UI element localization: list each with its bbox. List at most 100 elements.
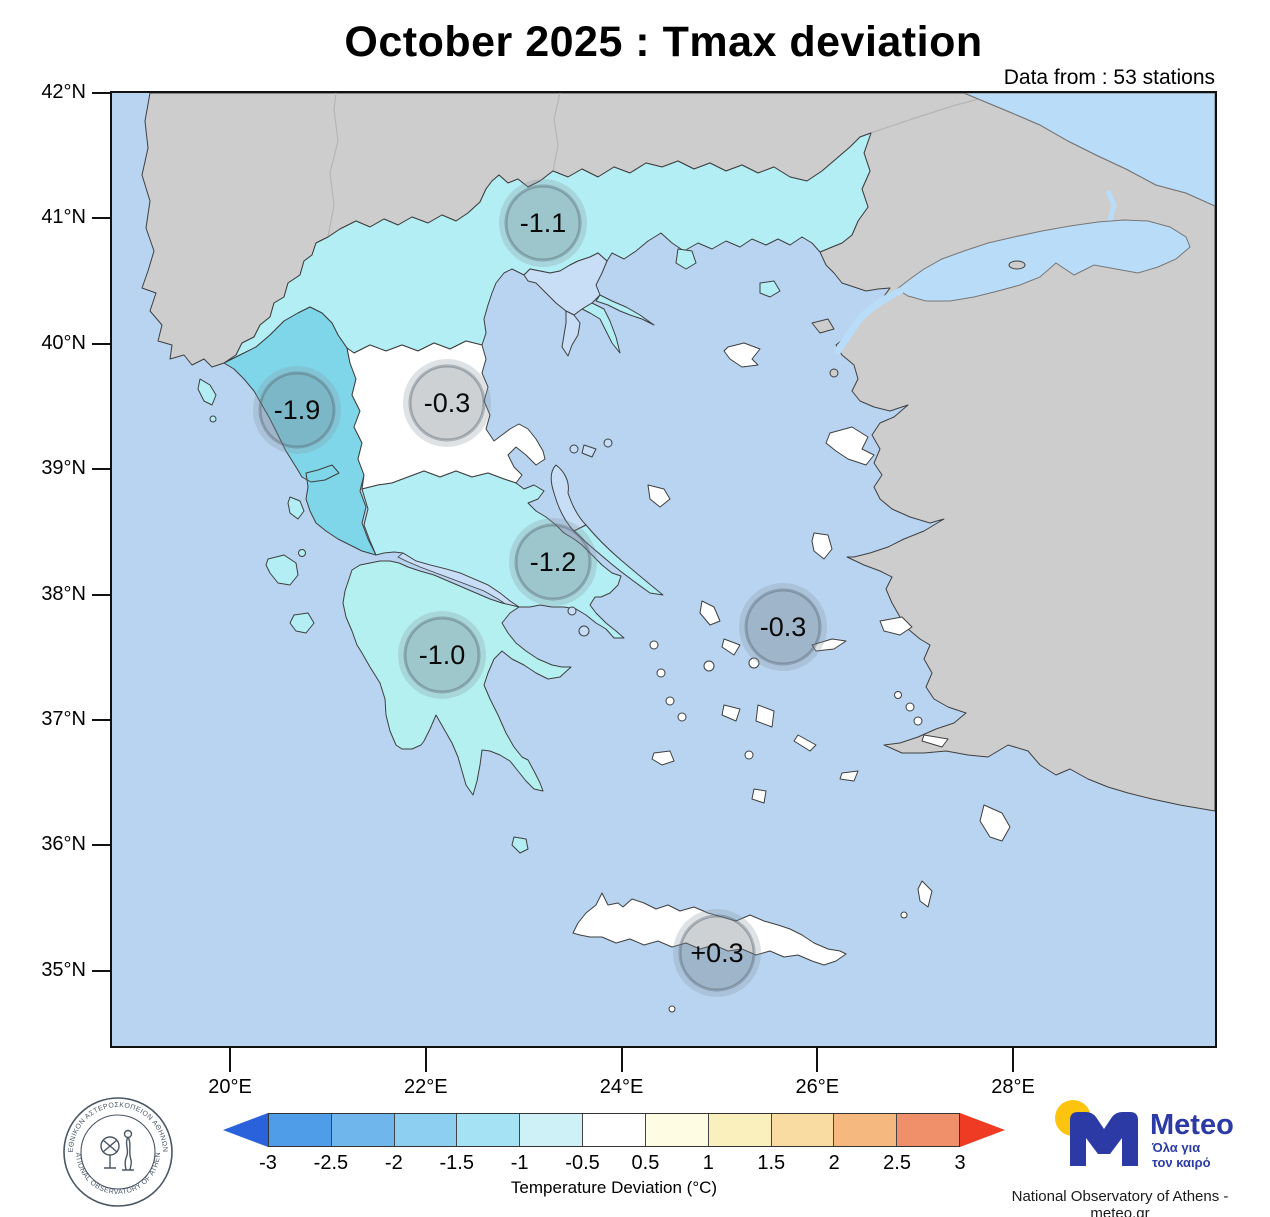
lon-tick-label: 26°E: [795, 1076, 840, 1098]
lat-tick: [92, 217, 112, 220]
meteo-logo: Meteo Όλα για τον καιρό: [1046, 1096, 1236, 1185]
colorbar-tick-label: 3: [954, 1152, 966, 1174]
colorbar-segment: [896, 1114, 959, 1146]
colorbar-body: [268, 1113, 960, 1147]
region-peloponnese: [342, 560, 572, 796]
region-chalkidiki: [523, 252, 608, 316]
lon-tick-label: 24°E: [599, 1076, 644, 1098]
region-epirus: [223, 306, 377, 556]
lat-tick-label: 41°N: [41, 206, 86, 229]
lat-tick: [92, 342, 112, 345]
meteo-tagline-line1: Όλα για: [1151, 1140, 1200, 1155]
colorbar-tick-label: -3: [259, 1152, 277, 1174]
evia-south: [573, 524, 664, 596]
colorbar-tick-label: 0.5: [631, 1152, 660, 1174]
colorbar-segment: [393, 1114, 457, 1146]
colorbar-segment: [456, 1114, 520, 1146]
lat-tick-label: 40°N: [41, 331, 86, 354]
station-circle: [258, 371, 336, 449]
colorbar-segment: [833, 1114, 897, 1146]
station-value-label: -1.1: [520, 208, 567, 238]
greece-map: -1.1 -1.9 -0.3 -1.2 -0.3 -1.0 +0.3: [112, 93, 1215, 1046]
lat-tick-label: 37°N: [41, 708, 86, 730]
white-aegean-islands: [647, 342, 1011, 1013]
north-aegean-islands: [675, 248, 781, 298]
colorbar-right-arrow: [960, 1113, 1005, 1147]
station-value-label: -1.9: [274, 395, 321, 425]
lat-tick: [92, 844, 112, 847]
station-marker: +0.3: [673, 909, 761, 997]
lon-tick-label: 22°E: [403, 1076, 448, 1098]
colorbar-tick-label: -2: [384, 1152, 403, 1174]
colorbar-segment: [330, 1114, 394, 1146]
station-circle: [514, 523, 592, 601]
lon-tick-label: 20°E: [208, 1076, 252, 1098]
station-marker: -1.0: [398, 611, 486, 699]
lon-tick-label: 28°E: [991, 1076, 1035, 1098]
lat-tick: [92, 92, 112, 94]
page-title: October 2025 : Tmax deviation: [344, 18, 983, 66]
colorbar-tick-label: 2: [828, 1152, 840, 1174]
colorbar-tick-label: -2.5: [313, 1152, 349, 1174]
lon-tick: [816, 1046, 819, 1072]
lon-tick: [1012, 1046, 1014, 1072]
lat-tick-label: 36°N: [41, 833, 86, 856]
lat-tick-label: 38°N: [41, 582, 86, 605]
colorbar-axis-title: Temperature Deviation (°C): [510, 1178, 718, 1197]
station-circle: [504, 184, 582, 262]
lat-tick: [92, 468, 112, 471]
map-frame: -1.1 -1.9 -0.3 -1.2 -0.3 -1.0 +0.3: [110, 91, 1217, 1048]
meteo-caption: National Observatory of Athens - meteo.g…: [1011, 1188, 1229, 1217]
colorbar-segment: [269, 1114, 331, 1146]
athos-peninsula: [595, 294, 655, 326]
colorbar-segment: [644, 1114, 708, 1146]
station-value-label: -0.3: [760, 612, 807, 642]
lat-tick-label: 42°N: [41, 81, 86, 103]
colorbar-segment: [582, 1114, 645, 1146]
station-value-label: +0.3: [690, 938, 743, 968]
bosphorus-strait: [1105, 190, 1117, 222]
lon-tick: [229, 1046, 231, 1072]
meteo-tagline-line2: τον καιρό: [1152, 1155, 1211, 1170]
black-sea: [963, 93, 1215, 207]
lat-tick-label: 39°N: [41, 457, 86, 480]
colorbar-segment: [707, 1114, 771, 1146]
station-markers-layer: -1.1 -1.9 -0.3 -1.2 -0.3 -1.0 +0.3: [253, 179, 827, 997]
colorbar-tick-label: 1.5: [757, 1152, 786, 1174]
station-marker: -1.2: [509, 518, 597, 606]
station-count-note: Data from : 53 stations: [1003, 66, 1215, 89]
station-circle: [408, 364, 486, 442]
meteo-brand-text: Meteo: [1150, 1109, 1234, 1141]
sithonia-peninsula: [581, 302, 621, 354]
station-value-label: -1.2: [530, 547, 577, 577]
region-north-greece: [223, 132, 872, 364]
marmara-sea: [896, 219, 1191, 302]
lat-tick: [92, 593, 112, 596]
station-circle: [678, 914, 756, 992]
colorbar-segment: [519, 1114, 583, 1146]
meteo-m-icon: [1070, 1112, 1138, 1166]
crete-island: [572, 892, 847, 966]
lon-tick: [424, 1046, 427, 1072]
noa-seal-logo: ΕΘΝΙΚΟΝ ΑΣΤΕΡΟΣΚΟΠΕΙΟΝ ΑΘΗΝΩΝ NATIONAL O…: [57, 1089, 176, 1215]
colorbar-tick-label: -1: [510, 1152, 529, 1174]
station-value-label: -1.0: [419, 640, 466, 670]
station-marker: -1.9: [253, 366, 341, 454]
sporades-saronic-islands: [567, 438, 613, 637]
colorbar-tick-label: -0.5: [565, 1152, 600, 1174]
ionian-islands: [197, 378, 529, 854]
station-marker: -0.3: [739, 583, 827, 671]
lat-tick: [92, 969, 112, 972]
station-circle: [744, 588, 822, 666]
kassandra-peninsula: [561, 310, 581, 357]
colorbar-tick-label: -1.5: [439, 1152, 474, 1174]
station-marker: -0.3: [403, 359, 491, 447]
colorbar-tick-label: 1: [702, 1152, 714, 1174]
lat-tick-label: 35°N: [41, 958, 86, 981]
colorbar-segment: [770, 1114, 834, 1146]
lon-tick: [620, 1046, 623, 1072]
colorbar-left-arrow: [223, 1113, 268, 1147]
station-value-label: -0.3: [424, 388, 471, 418]
station-marker: -1.1: [499, 179, 587, 267]
lat-tick: [92, 719, 112, 721]
